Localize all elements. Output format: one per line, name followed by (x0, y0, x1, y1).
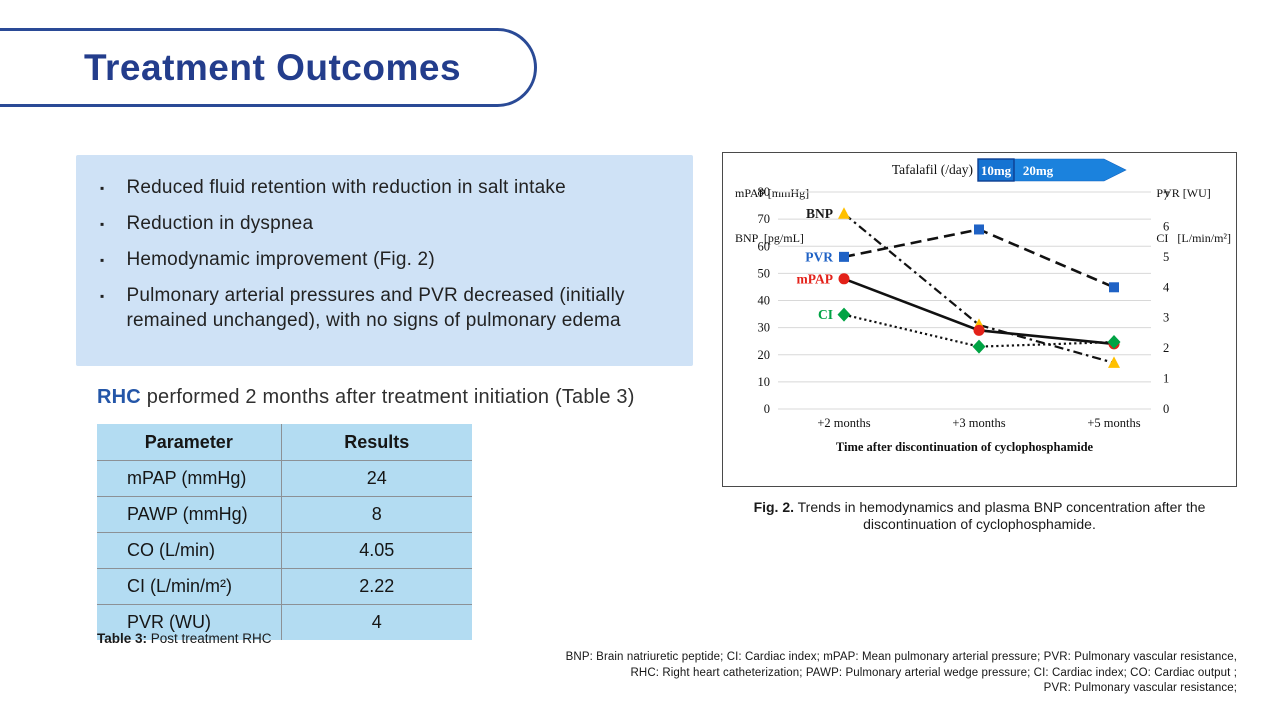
rhc-heading: RHC performed 2 months after treatment i… (97, 386, 635, 409)
right-axis-tick: 4 (1163, 280, 1170, 294)
x-axis-tick: +2 months (817, 416, 870, 430)
series-label-PVR: PVR (805, 249, 833, 264)
x-axis-title: Time after discontinuation of cyclophosp… (836, 440, 1094, 454)
marker-square-PVR (1109, 282, 1119, 293)
parameter-cell: PAWP (mmHg) (97, 496, 282, 533)
parameter-cell: PVR (WU) (97, 604, 282, 640)
right-axis-tick: 6 (1163, 219, 1169, 233)
figure-caption-label: Fig. 2. (753, 499, 795, 515)
list-item: ▪ Pulmonary arterial pressures and PVR de… (100, 283, 675, 333)
bullet-text: Pulmonary arterial pressures and PVR dec… (126, 285, 625, 332)
table-header-results: Results (281, 424, 472, 461)
key-findings-panel: ▪ Reduced fluid retention with reduction … (76, 155, 693, 366)
bullet-list: ▪ Reduced fluid retention with reduction … (100, 175, 675, 333)
table-header-row: Parameter Results (97, 424, 472, 461)
rhc-heading-highlight: RHC (97, 386, 141, 408)
left-axis-tick: 60 (758, 239, 771, 253)
parameter-cell: CI (L/min/m²) (97, 568, 282, 605)
rhc-heading-rest: performed 2 months after treatment initi… (140, 386, 635, 408)
slide-title-box: Treatment Outcomes (0, 28, 537, 107)
table-row: PVR (WU) 4 (97, 604, 472, 640)
series-line-BNP (843, 212, 1115, 364)
bullet-square-icon: ▪ (100, 289, 105, 304)
result-cell: 2.22 (281, 568, 472, 605)
series-label-CI: CI (818, 307, 833, 322)
left-axis-title-line1: mPAP [mmHg] (735, 186, 810, 200)
marker-circle-mPAP (838, 273, 850, 285)
hemodynamics-chart: mPAP [mmHg] BNP [pg/mL] PVR [WU] CI [L/m… (722, 152, 1237, 487)
list-item: ▪ Hemodynamic improvement (Fig. 2) (100, 247, 675, 272)
left-axis-title: mPAP [mmHg] BNP [pg/mL] (735, 156, 809, 276)
figure-caption: Fig. 2. Trends in hemodynamics and plasm… (722, 499, 1237, 533)
result-cell: 8 (281, 496, 472, 533)
left-axis-tick: 80 (758, 185, 771, 199)
right-axis-title: PVR [WU] CI [L/min/m²] (1156, 156, 1231, 276)
list-item: ▪ Reduced fluid retention with reduction … (100, 175, 675, 200)
left-axis-tick: 70 (758, 212, 771, 226)
left-axis-title-line2: BNP [pg/mL] (735, 231, 804, 245)
bullet-square-icon: ▪ (100, 217, 105, 232)
left-axis-tick: 10 (758, 375, 771, 389)
bullet-square-icon: ▪ (100, 253, 105, 268)
series-label-mPAP: mPAP (797, 271, 834, 286)
footnote-line: BNP: Brain natriuretic peptide; CI: Card… (565, 651, 1237, 663)
bullet-text: Hemodynamic improvement (Fig. 2) (126, 249, 435, 271)
marker-triangle-BNP (1108, 356, 1120, 368)
left-axis-tick: 30 (758, 321, 771, 335)
right-axis-tick: 2 (1163, 341, 1169, 355)
dose-segment-box (977, 158, 1015, 182)
table-caption-label: Table 3: (97, 631, 148, 646)
page-title: Treatment Outcomes (83, 46, 462, 88)
table-body: mPAP (mmHg) 24 PAWP (mmHg) 8 CO (L/min) 4.05 C… (97, 460, 472, 640)
marker-diamond-CI (1107, 335, 1121, 350)
result-cell: 24 (281, 460, 472, 497)
table-header-parameter: Parameter (97, 424, 282, 461)
right-axis-tick: 3 (1163, 311, 1169, 325)
table-row: mPAP (mmHg) 24 (97, 460, 472, 497)
right-axis-tick: 0 (1163, 402, 1169, 416)
right-axis-title-line1: PVR [WU] (1156, 186, 1211, 200)
x-axis-tick: +3 months (952, 416, 1005, 430)
table-caption-text: Post treatment RHC (147, 631, 272, 646)
series-label-BNP: BNP (806, 206, 833, 221)
right-axis-title-line2: CI [L/min/m²] (1156, 231, 1231, 245)
result-cell: 4.05 (281, 532, 472, 569)
right-axis-tick: 7 (1163, 189, 1169, 203)
abbreviation-footnote: BNP: Brain natriuretic peptide; CI: Card… (477, 650, 1237, 697)
bullet-square-icon: ▪ (100, 181, 105, 195)
bullet-text: Reduction in dyspnea (126, 213, 314, 235)
figure-caption-text: Trends in hemodynamics and plasma BNP co… (794, 499, 1206, 532)
result-cell: 4 (371, 612, 382, 632)
x-axis-tick: +5 months (1087, 416, 1140, 430)
post-treatment-rhc-table: Parameter Results mPAP (mmHg) 24 PAWP (mmH… (97, 424, 472, 640)
marker-circle-mPAP (973, 324, 985, 336)
list-item: ▪ Reduction in dyspnea (100, 211, 675, 236)
footnote-line: PVR: Pulmonary vascular resistance; (1043, 682, 1237, 694)
dose-segment-label: 20mg (1023, 163, 1054, 178)
right-axis-tick: 5 (1163, 250, 1169, 264)
marker-square-PVR (839, 251, 849, 262)
dose-segment-label: 10mg (981, 163, 1012, 178)
annotation-label: Tafalafil (/day) (892, 162, 973, 177)
parameter-cell: mPAP (mmHg) (97, 460, 282, 497)
series-line-PVR (843, 228, 1115, 289)
table-row: CI (L/min/m²) 2.22 (97, 568, 472, 605)
table-row: PAWP (mmHg) 8 (97, 496, 472, 533)
marker-triangle-BNP (838, 207, 850, 219)
bullet-text: Reduced fluid retention with reduction i… (126, 177, 566, 198)
right-axis-tick: 1 (1163, 372, 1169, 386)
marker-diamond-CI (837, 307, 851, 322)
left-axis-tick: 0 (764, 402, 770, 416)
footnote-line: RHC: Right heart catheterization; PAWP: … (630, 666, 1237, 679)
table-row: CO (L/min) 4.05 (97, 532, 472, 569)
left-axis-tick: 20 (758, 348, 771, 362)
left-axis-tick: 40 (758, 294, 771, 308)
left-axis-tick: 50 (758, 266, 771, 280)
marker-diamond-CI (972, 339, 986, 354)
marker-square-PVR (974, 224, 984, 235)
parameter-cell: CO (L/min) (97, 532, 282, 569)
table-caption: Table 3: Post treatment RHC (97, 631, 272, 646)
